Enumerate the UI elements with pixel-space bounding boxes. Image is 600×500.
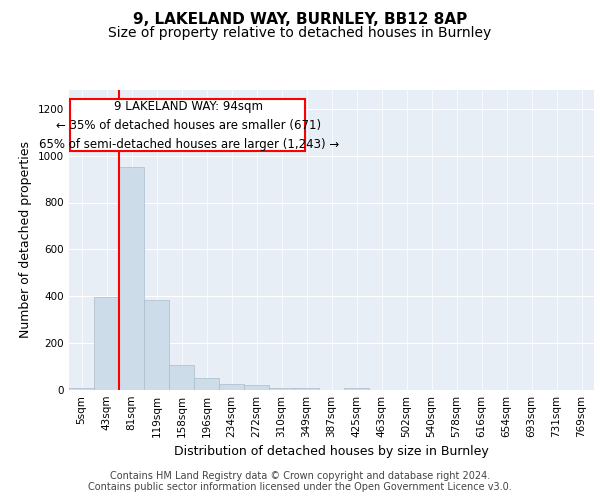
- Bar: [344, 388, 369, 390]
- Bar: [269, 388, 294, 390]
- Text: 9 LAKELAND WAY: 94sqm
← 35% of detached houses are smaller (671)
65% of semi-det: 9 LAKELAND WAY: 94sqm ← 35% of detached …: [39, 100, 339, 150]
- Bar: [69, 388, 94, 390]
- Text: 9, LAKELAND WAY, BURNLEY, BB12 8AP: 9, LAKELAND WAY, BURNLEY, BB12 8AP: [133, 12, 467, 28]
- Bar: [94, 298, 119, 390]
- Text: Size of property relative to detached houses in Burnley: Size of property relative to detached ho…: [109, 26, 491, 40]
- Bar: [144, 300, 169, 390]
- Bar: [194, 378, 219, 390]
- Bar: [294, 388, 319, 390]
- Y-axis label: Number of detached properties: Number of detached properties: [19, 142, 32, 338]
- Bar: [244, 386, 269, 390]
- Bar: [119, 168, 144, 390]
- Bar: [169, 366, 194, 390]
- Text: Contains HM Land Registry data © Crown copyright and database right 2024.
Contai: Contains HM Land Registry data © Crown c…: [88, 471, 512, 492]
- Bar: [70, 100, 305, 151]
- X-axis label: Distribution of detached houses by size in Burnley: Distribution of detached houses by size …: [174, 446, 489, 458]
- Bar: [219, 384, 244, 390]
